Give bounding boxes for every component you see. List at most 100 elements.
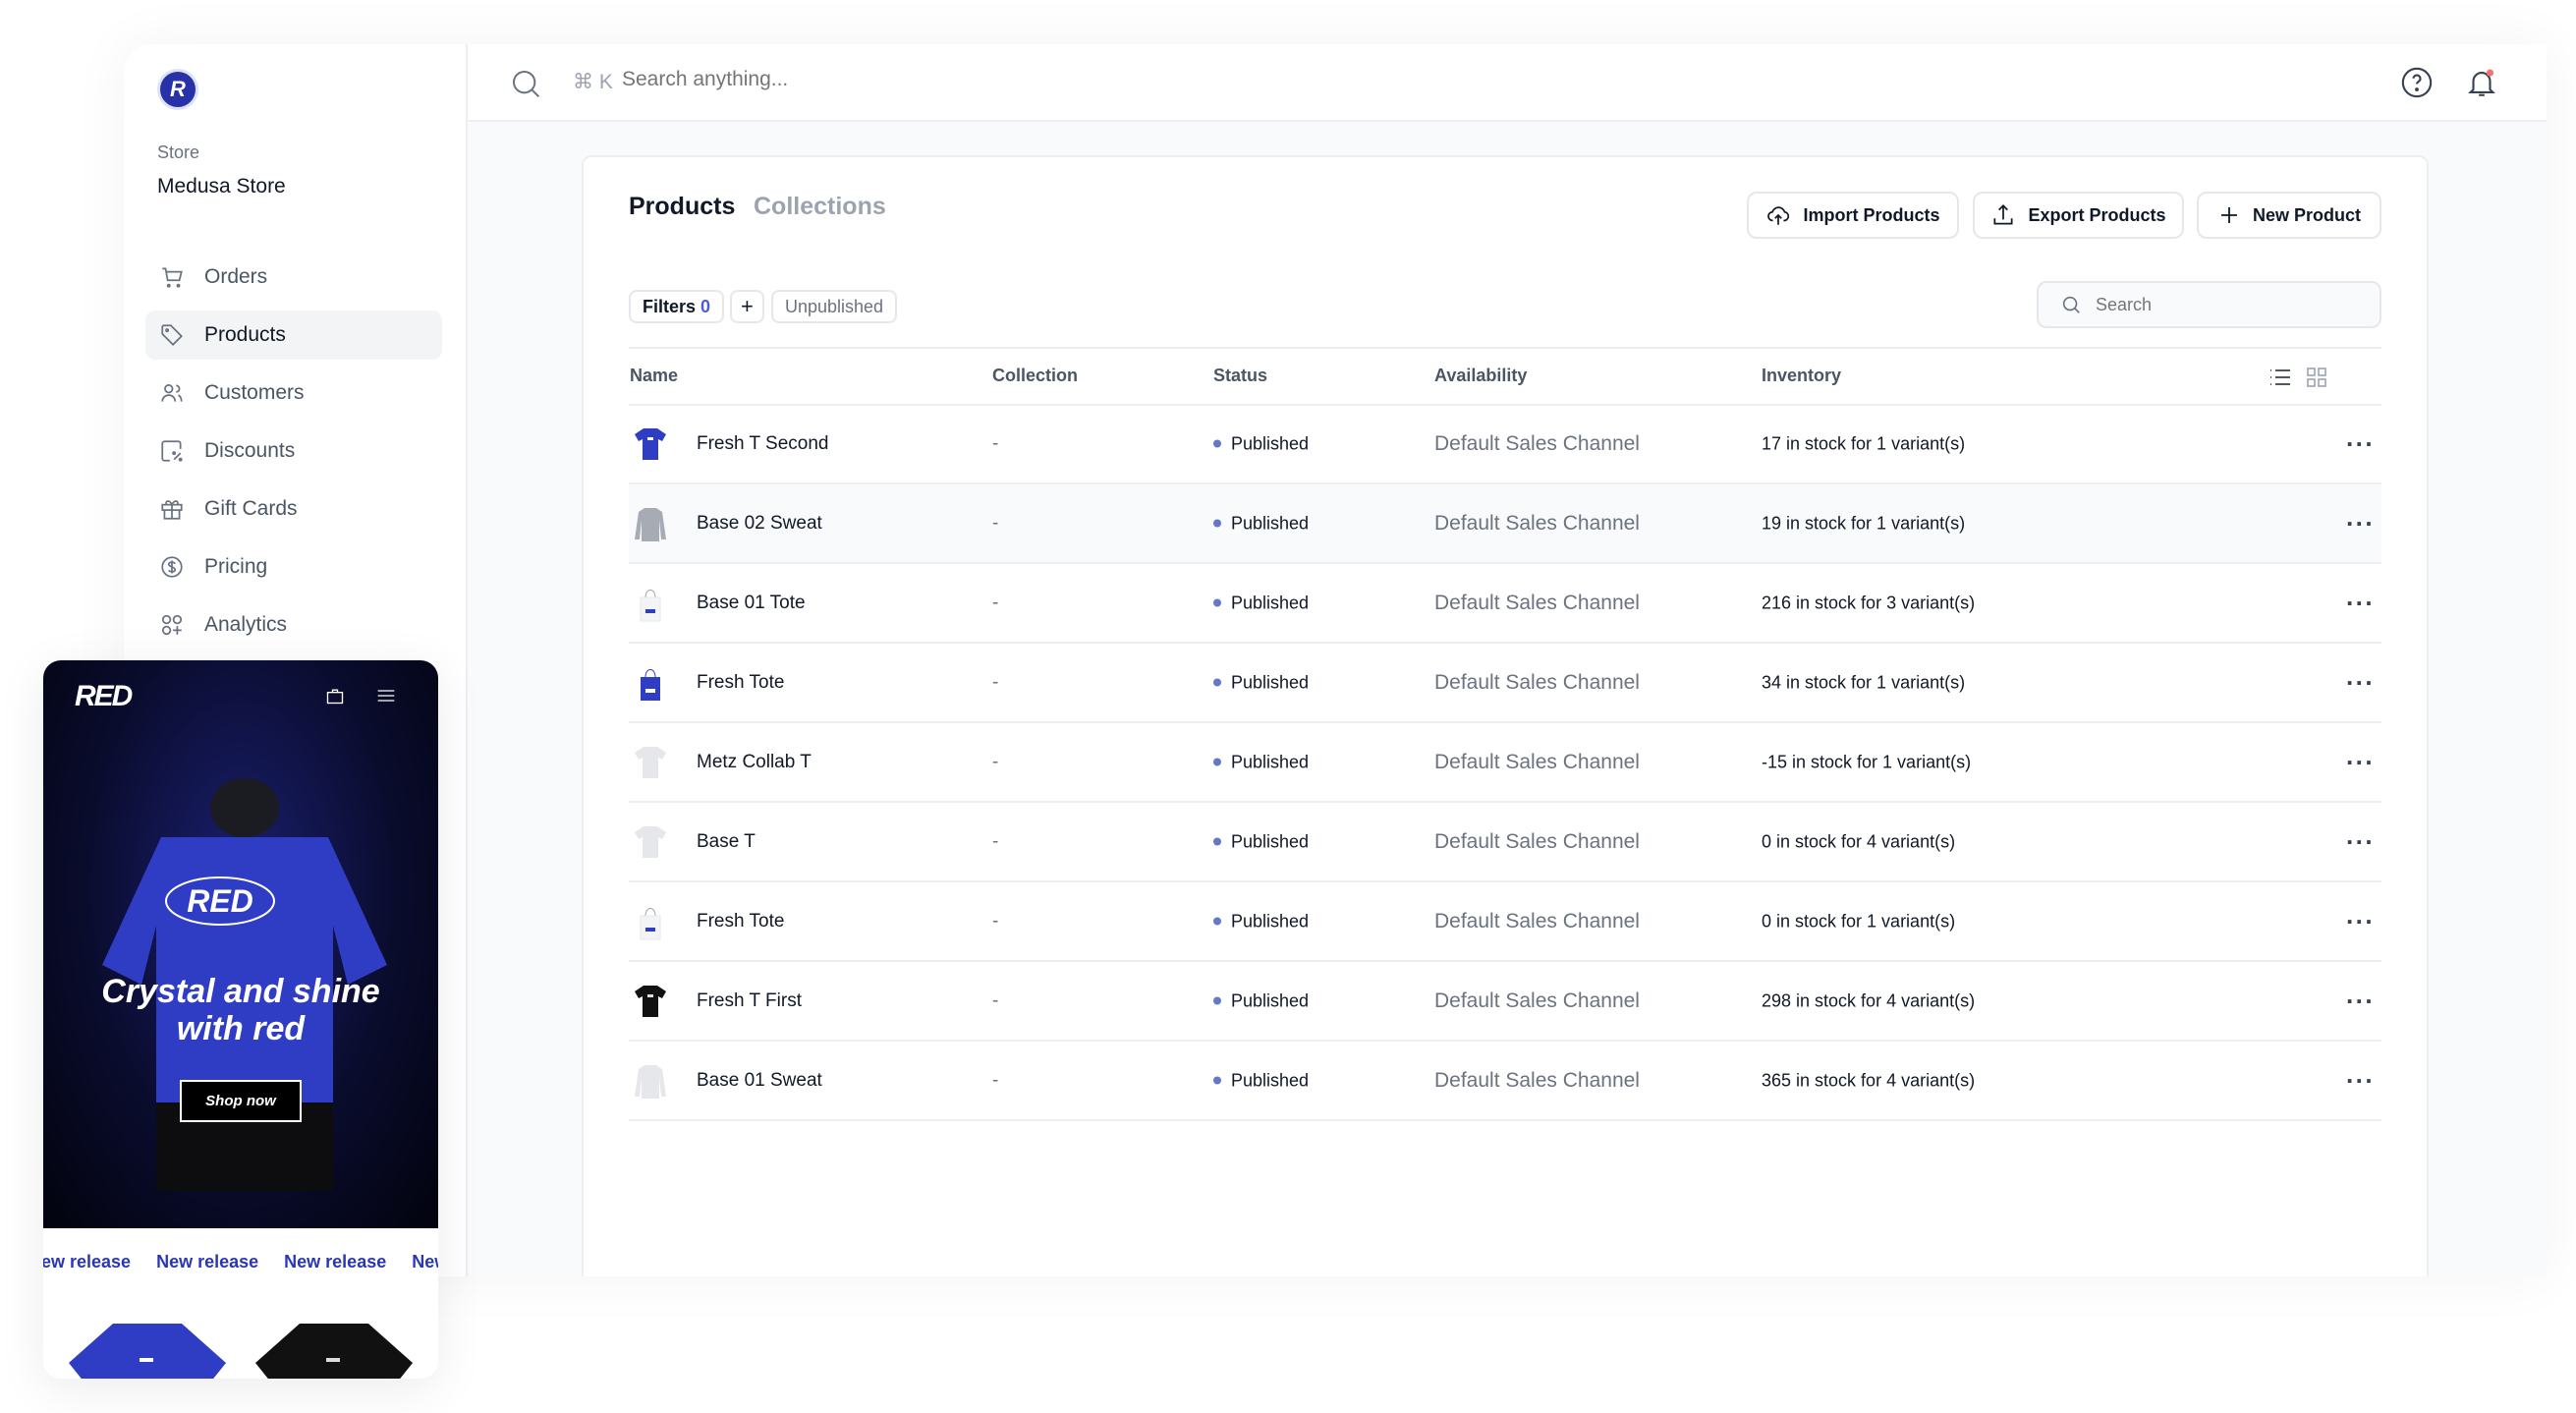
product-tee-black-image[interactable] xyxy=(255,1319,413,1379)
product-collection: - xyxy=(992,592,999,613)
sidebar-item-label: Products xyxy=(204,323,286,346)
table-top-divider xyxy=(629,347,2381,349)
more-actions-icon[interactable]: ··· xyxy=(2346,508,2375,537)
table-row[interactable]: Fresh T First - Published Default Sales Cha… xyxy=(629,962,2381,1042)
product-name[interactable]: Base T xyxy=(697,830,756,852)
menu-icon[interactable] xyxy=(375,686,397,706)
global-search-input[interactable] xyxy=(622,68,1113,91)
status-dot xyxy=(1213,996,1221,1005)
search-icon[interactable] xyxy=(510,68,541,99)
tab-products[interactable]: Products xyxy=(629,193,736,220)
status-text: Published xyxy=(1231,593,1310,612)
import-products-button[interactable]: Import Products xyxy=(1747,192,1959,239)
status-dot xyxy=(1213,758,1221,766)
add-filter-button[interactable]: + xyxy=(730,290,764,323)
status-text: Published xyxy=(1231,911,1310,931)
product-thumbnail xyxy=(635,746,666,778)
status-dot xyxy=(1213,598,1221,607)
table-row[interactable]: Base 01 Tote - Published Default Sales Chan… xyxy=(629,564,2381,644)
product-collection: - xyxy=(992,751,999,772)
export-products-button[interactable]: Export Products xyxy=(1973,192,2184,239)
more-actions-icon[interactable]: ··· xyxy=(2346,986,2375,1015)
table-header-divider xyxy=(629,404,2381,406)
sidebar-item-customers[interactable]: Customers xyxy=(145,368,442,418)
button-label: Export Products xyxy=(2028,204,2166,225)
product-search-input[interactable] xyxy=(2096,294,2324,315)
hero-banner: RED RED Crystal and shine with red Shop n… xyxy=(43,660,438,1228)
bell-icon[interactable] xyxy=(2465,66,2498,99)
product-name[interactable]: Fresh T Second xyxy=(697,432,829,454)
product-name[interactable]: Fresh Tote xyxy=(697,671,785,693)
more-actions-icon[interactable]: ··· xyxy=(2346,588,2375,617)
sidebar-item-discounts[interactable]: Discounts xyxy=(145,426,442,476)
product-search[interactable] xyxy=(2037,281,2381,328)
product-name[interactable]: Fresh T First xyxy=(697,989,802,1011)
column-header-collection: Collection xyxy=(992,366,1079,385)
hero-title-line: with red xyxy=(176,1010,306,1047)
help-icon[interactable] xyxy=(2400,66,2434,99)
list-view-icon[interactable] xyxy=(2268,366,2293,389)
shop-now-button[interactable]: Shop now xyxy=(180,1080,302,1122)
filters-button[interactable]: Filters 0 xyxy=(629,290,725,323)
button-label: New Product xyxy=(2252,204,2361,225)
new-release-marquee: ew release New release New release New xyxy=(43,1252,438,1272)
status-dot xyxy=(1213,519,1221,528)
table-row[interactable]: Fresh Tote - Published Default Sales Channe… xyxy=(629,882,2381,962)
product-name[interactable]: Base 02 Sweat xyxy=(697,512,822,534)
product-name[interactable]: Metz Collab T xyxy=(697,751,812,772)
svg-text:RED: RED xyxy=(187,883,253,919)
product-thumbnail xyxy=(635,985,666,1017)
hero-shirt-image: RED xyxy=(102,778,387,1191)
product-collection: - xyxy=(992,989,999,1011)
sidebar-item-gift-cards[interactable]: Gift Cards xyxy=(145,484,442,534)
marquee-item: New release xyxy=(284,1252,387,1272)
tab-collections[interactable]: Collections xyxy=(754,193,886,220)
more-actions-icon[interactable]: ··· xyxy=(2346,667,2375,697)
product-collection: - xyxy=(992,512,999,534)
table-row[interactable]: Metz Collab T - Published Default Sales Cha… xyxy=(629,723,2381,803)
product-inventory: 17 in stock for 1 variant(s) xyxy=(1762,433,1966,453)
more-actions-icon[interactable]: ··· xyxy=(2346,1065,2375,1095)
upload-icon xyxy=(1993,204,2014,225)
sidebar-item-analytics[interactable]: Analytics xyxy=(145,600,442,650)
search-icon xyxy=(2062,296,2080,313)
product-inventory: 0 in stock for 1 variant(s) xyxy=(1762,911,1956,931)
product-collection: - xyxy=(992,910,999,932)
more-actions-icon[interactable]: ··· xyxy=(2346,428,2375,458)
column-header-availability: Availability xyxy=(1434,366,1528,385)
sidebar-item-pricing[interactable]: Pricing xyxy=(145,542,442,592)
status-dot xyxy=(1213,917,1221,926)
status-text: Published xyxy=(1231,672,1310,692)
product-thumbnail xyxy=(640,589,661,621)
grid-view-icon[interactable] xyxy=(2305,366,2328,389)
product-availability: Default Sales Channel xyxy=(1434,909,1640,933)
product-name[interactable]: Fresh Tote xyxy=(697,910,785,932)
more-actions-icon[interactable]: ··· xyxy=(2346,747,2375,776)
product-inventory: -15 in stock for 1 variant(s) xyxy=(1762,752,1972,771)
status-badge: Published xyxy=(1213,593,1309,613)
product-name[interactable]: Base 01 Sweat xyxy=(697,1069,822,1091)
product-inventory: 19 in stock for 1 variant(s) xyxy=(1762,513,1966,533)
sidebar-item-label: Discounts xyxy=(204,439,296,462)
sidebar-item-products[interactable]: Products xyxy=(145,311,442,360)
brand-logo[interactable]: RED xyxy=(75,680,133,712)
more-actions-icon[interactable]: ··· xyxy=(2346,906,2375,935)
product-thumbnail xyxy=(635,825,666,858)
new-product-button[interactable]: New Product xyxy=(2197,192,2381,239)
marquee-item: ew release xyxy=(43,1252,132,1272)
product-tee-blue-image[interactable] xyxy=(69,1319,226,1379)
shopping-bag-icon[interactable] xyxy=(325,686,345,706)
more-actions-icon[interactable]: ··· xyxy=(2346,826,2375,856)
table-row[interactable]: Base T - Published Default Sales Channel 0 i… xyxy=(629,803,2381,882)
table-row[interactable]: Fresh Tote - Published Default Sales Channe… xyxy=(629,644,2381,723)
sidebar-item-label: Customers xyxy=(204,381,305,404)
store-logo[interactable]: R xyxy=(157,69,198,110)
dollar-icon xyxy=(161,556,183,578)
filter-chip-unpublished[interactable]: Unpublished xyxy=(771,290,898,323)
table-row[interactable]: Base 01 Sweat - Published Default Sales Cha… xyxy=(629,1042,2381,1121)
table-row[interactable]: Fresh T Second - Published Default Sales Ch… xyxy=(629,405,2381,484)
product-name[interactable]: Base 01 Tote xyxy=(697,592,806,613)
product-availability: Default Sales Channel xyxy=(1434,670,1640,694)
table-row[interactable]: Base 02 Sweat - Published Default Sales Cha… xyxy=(629,484,2381,564)
sidebar-item-orders[interactable]: Orders xyxy=(145,253,442,302)
